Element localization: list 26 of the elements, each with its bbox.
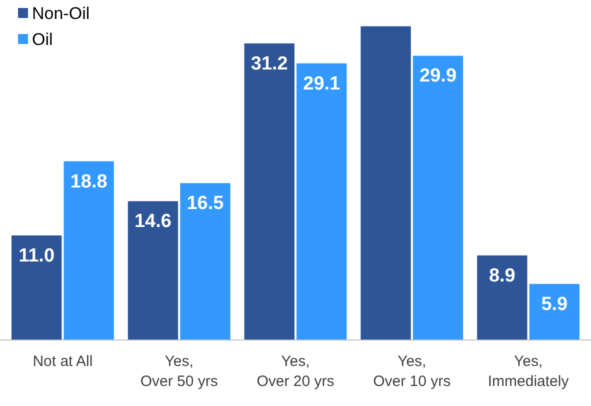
legend-label: Non-Oil <box>32 4 90 23</box>
data-label: 5.9 <box>541 294 568 315</box>
bar <box>244 43 294 340</box>
data-label: 8.9 <box>488 265 516 286</box>
x-tick-label: Yes, Over 10 yrs <box>373 353 451 390</box>
x-tick-label: Yes, Over 20 yrs <box>256 353 334 390</box>
bar <box>128 201 178 340</box>
bar <box>477 255 528 340</box>
x-tick-label: Yes, Over 50 yrs <box>140 353 218 390</box>
data-label: 31.2 <box>250 53 288 74</box>
data-label: 14.6 <box>134 211 172 232</box>
x-tick-label: Yes, Immediately <box>488 353 570 390</box>
legend-label: Oil <box>32 30 53 49</box>
bar <box>529 284 580 340</box>
data-label: 11.0 <box>18 245 55 266</box>
bar <box>64 161 114 340</box>
bar <box>360 26 411 340</box>
bar <box>11 235 62 340</box>
data-label: 16.5 <box>186 193 224 214</box>
x-tick-label: Not at All <box>32 353 93 370</box>
bar <box>296 63 347 340</box>
bar <box>412 56 464 340</box>
data-label: 29.9 <box>420 66 457 87</box>
data-label: 18.8 <box>70 171 108 192</box>
bar <box>180 183 230 340</box>
data-label: 29.1 <box>303 73 341 94</box>
